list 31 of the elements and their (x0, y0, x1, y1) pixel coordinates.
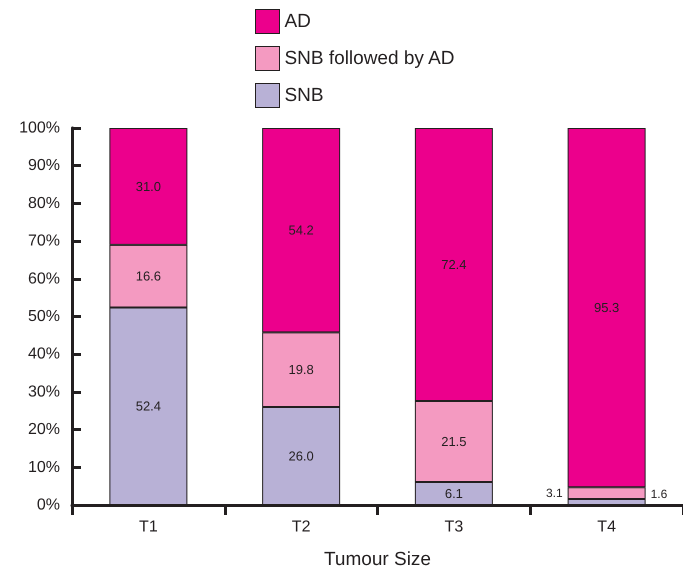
y-tick-label: 70% (28, 232, 60, 250)
y-tick-label: 100% (19, 120, 60, 136)
text: 16.6 (136, 268, 162, 284)
x-axis-title: Tumour Size (324, 549, 431, 570)
x-tick-label: T2 (292, 518, 311, 536)
text: 3.1 (546, 486, 563, 500)
legend-label: SNB (284, 85, 324, 106)
y-tick-label: 50% (28, 308, 60, 325)
y-tick-label: 40% (28, 346, 60, 363)
x-tick-label: T4 (597, 518, 616, 536)
y-tick-label: 20% (28, 421, 60, 438)
text: 95.3 (594, 300, 620, 316)
legend-label: AD (284, 11, 311, 32)
text: 72.4 (441, 256, 467, 272)
y-tick-label: 30% (28, 383, 60, 400)
text: 6.1 (444, 486, 463, 501)
legend-label: SNB followed by AD (284, 48, 455, 69)
text: 1.6 (650, 486, 668, 501)
y-tick-label: 90% (28, 157, 60, 174)
y-tick-label: 60% (28, 270, 60, 288)
y-tick-label: 80% (28, 194, 60, 212)
text: 26.0 (288, 448, 314, 464)
y-tick-label: 10% (28, 458, 60, 476)
text: 52.4 (136, 398, 162, 414)
text: 19.8 (288, 362, 314, 378)
x-tick-label: T3 (444, 518, 464, 536)
y-tick-label: 0% (36, 496, 60, 514)
text: 31.0 (136, 178, 162, 194)
x-tick-label: T1 (139, 518, 158, 536)
text: 21.5 (441, 434, 467, 449)
text: 54.2 (288, 222, 314, 238)
